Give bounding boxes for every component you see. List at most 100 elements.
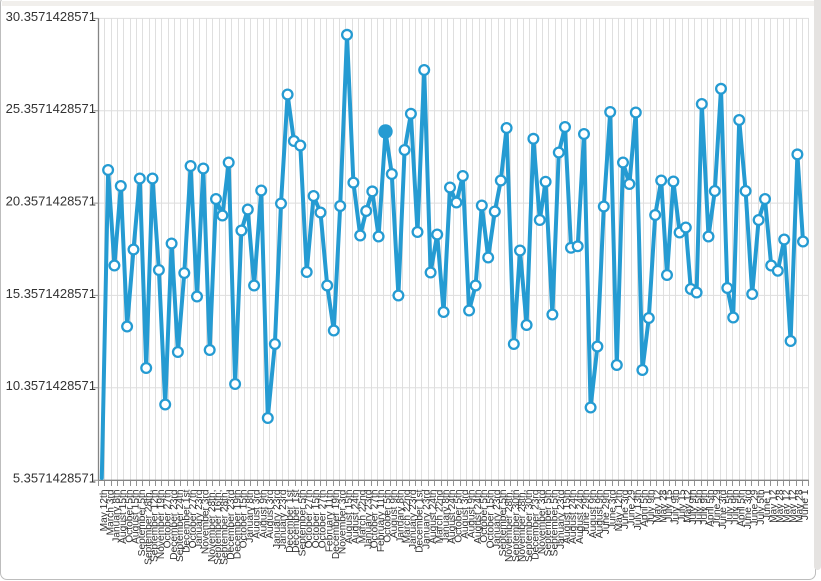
svg-text:August 9th: August 9th <box>595 490 606 539</box>
svg-text:July 15: July 15 <box>677 489 688 522</box>
svg-text:October 5th: October 5th <box>454 489 465 542</box>
svg-text:January 8th: January 8th <box>396 490 407 543</box>
svg-text:August 15th: August 15th <box>344 490 355 544</box>
svg-text:25.3571428571: 25.3571428571 <box>6 101 96 116</box>
svg-text:January 23rd: January 23rd <box>421 489 432 549</box>
svg-text:March 22nd: March 22nd <box>402 489 413 543</box>
svg-text:July 9th: July 9th <box>730 490 741 525</box>
svg-text:September 24th: September 24th <box>175 490 186 563</box>
svg-text:October 15th: October 15th <box>311 490 322 549</box>
svg-text:April 5th: April 5th <box>640 490 651 527</box>
svg-text:August 9th: August 9th <box>588 490 599 539</box>
svg-text:June 29: June 29 <box>627 489 638 526</box>
svg-text:October 5th: October 5th <box>479 490 490 543</box>
svg-text:January 8th: January 8th <box>112 490 123 543</box>
svg-text:15.3571428571: 15.3571428571 <box>6 286 96 301</box>
svg-text:February 11th: February 11th <box>376 490 387 553</box>
svg-text:January 8th: January 8th <box>245 490 256 543</box>
svg-text:January 23rd: January 23rd <box>278 489 289 549</box>
svg-text:December 23rd: December 23rd <box>169 489 180 560</box>
svg-text:July 5th: July 5th <box>694 490 705 525</box>
svg-text:30.3571428571: 30.3571428571 <box>6 9 96 24</box>
svg-text:July 5th: July 5th <box>725 490 736 525</box>
svg-text:September 28th,: September 28th, <box>143 490 154 565</box>
svg-text:August 9th: August 9th <box>258 490 269 539</box>
svg-text:June 29: June 29 <box>712 489 723 526</box>
svg-text:March 22nd: March 22nd <box>434 489 445 543</box>
svg-text:November 28th,: November 28th, <box>517 490 528 562</box>
svg-text:10.3571428571: 10.3571428571 <box>6 378 96 393</box>
svg-text:May 12: May 12 <box>652 489 663 523</box>
svg-text:November 3rd: November 3rd <box>337 489 348 554</box>
svg-text:January 23rd: January 23rd <box>556 489 567 549</box>
svg-text:5.3571428571: 5.3571428571 <box>13 471 96 486</box>
svg-text:November 28th,: November 28th, <box>504 490 515 562</box>
svg-text:January 23rd: January 23rd <box>194 489 205 549</box>
svg-text:May 12th: May 12th <box>614 490 625 532</box>
svg-text:November 3rd: November 3rd <box>201 489 212 554</box>
svg-text:September 30th: September 30th <box>511 490 522 563</box>
svg-text:March 22nd: March 22nd <box>357 489 368 543</box>
svg-text:September 28th,: September 28th, <box>220 490 231 565</box>
svg-text:August 3rd: August 3rd <box>265 489 276 539</box>
svg-text:August 24th: August 24th <box>575 490 586 544</box>
svg-text:June 3rd: June 3rd <box>620 489 631 529</box>
svg-text:July 9th: July 9th <box>688 490 699 525</box>
svg-text:May 28: May 28 <box>658 489 669 523</box>
svg-text:January 23rd: January 23rd <box>492 489 503 549</box>
svg-text:December 23rd: December 23rd <box>226 489 237 560</box>
svg-text:December 19th: December 19th <box>232 490 243 560</box>
svg-text:January 23rd: January 23rd <box>363 489 374 549</box>
svg-text:June 1: June 1 <box>762 489 773 520</box>
svg-text:April 5th: April 5th <box>736 490 747 527</box>
svg-text:July 9th: July 9th <box>646 490 657 525</box>
svg-text:May 12: May 12 <box>768 489 779 523</box>
svg-text:July 9th: July 9th <box>699 490 710 525</box>
svg-text:July 15: July 15 <box>664 489 675 522</box>
svg-text:September 5th: September 5th <box>550 490 561 557</box>
svg-text:June 29th: June 29th <box>581 490 592 535</box>
svg-text:June 3rd: June 3rd <box>607 489 618 529</box>
svg-text:December 1st: December 1st <box>182 489 193 553</box>
svg-text:August 24th: August 24th <box>351 490 362 544</box>
svg-text:November 3rd: November 3rd <box>537 489 548 554</box>
svg-text:December 1st: December 1st <box>415 489 426 553</box>
svg-text:October 27th: October 27th <box>370 490 381 549</box>
svg-text:July 5th: July 5th <box>756 490 767 525</box>
svg-text:November 28th,: November 28th, <box>207 490 218 562</box>
svg-text:May 28: May 28 <box>795 489 806 523</box>
svg-text:September 30th: September 30th <box>524 490 535 563</box>
svg-text:January 23rd: January 23rd <box>272 489 283 549</box>
svg-text:May 12: May 12 <box>781 489 792 523</box>
svg-text:June 29: June 29 <box>749 489 760 526</box>
svg-text:September 5th: September 5th <box>543 490 554 557</box>
svg-text:August 9th: August 9th <box>466 490 477 539</box>
svg-text:September 5th: September 5th <box>298 490 309 557</box>
svg-text:August 24th: August 24th <box>428 490 439 544</box>
svg-text:July 13th: July 13th <box>633 490 644 531</box>
svg-text:October 27th: October 27th <box>318 490 329 549</box>
svg-text:December 1st: December 1st <box>285 489 296 553</box>
svg-text:October 15th: October 15th <box>239 490 250 549</box>
svg-text:August 24th: August 24th <box>473 490 484 544</box>
svg-text:June 3rd: June 3rd <box>743 489 754 529</box>
svg-text:December 1st: December 1st <box>291 489 302 553</box>
svg-text:December 23rd: December 23rd <box>531 489 542 560</box>
svg-text:May 12th: May 12th <box>99 490 110 532</box>
svg-text:May 12: May 12 <box>683 489 694 523</box>
svg-text:October 27th: October 27th <box>188 490 199 549</box>
svg-text:August 15th: August 15th <box>118 490 129 544</box>
svg-text:March 3rd: March 3rd <box>105 489 116 535</box>
svg-text:July 9th: July 9th <box>671 490 682 525</box>
svg-text:November 19th: November 19th <box>156 490 167 560</box>
svg-text:September 12th: September 12th <box>150 490 161 563</box>
svg-text:May 12: May 12 <box>788 489 799 523</box>
svg-text:October 5th: October 5th <box>124 490 135 543</box>
svg-text:August 24th: August 24th <box>568 490 579 544</box>
svg-text:August 24th: August 24th <box>447 490 458 544</box>
svg-text:January 23rd: January 23rd <box>408 489 419 549</box>
svg-text:August 3rd: August 3rd <box>251 489 262 539</box>
svg-text:October 5th: October 5th <box>383 490 394 543</box>
svg-text:August 15th: August 15th <box>562 490 573 544</box>
svg-text:December 19th: December 19th <box>331 490 342 560</box>
